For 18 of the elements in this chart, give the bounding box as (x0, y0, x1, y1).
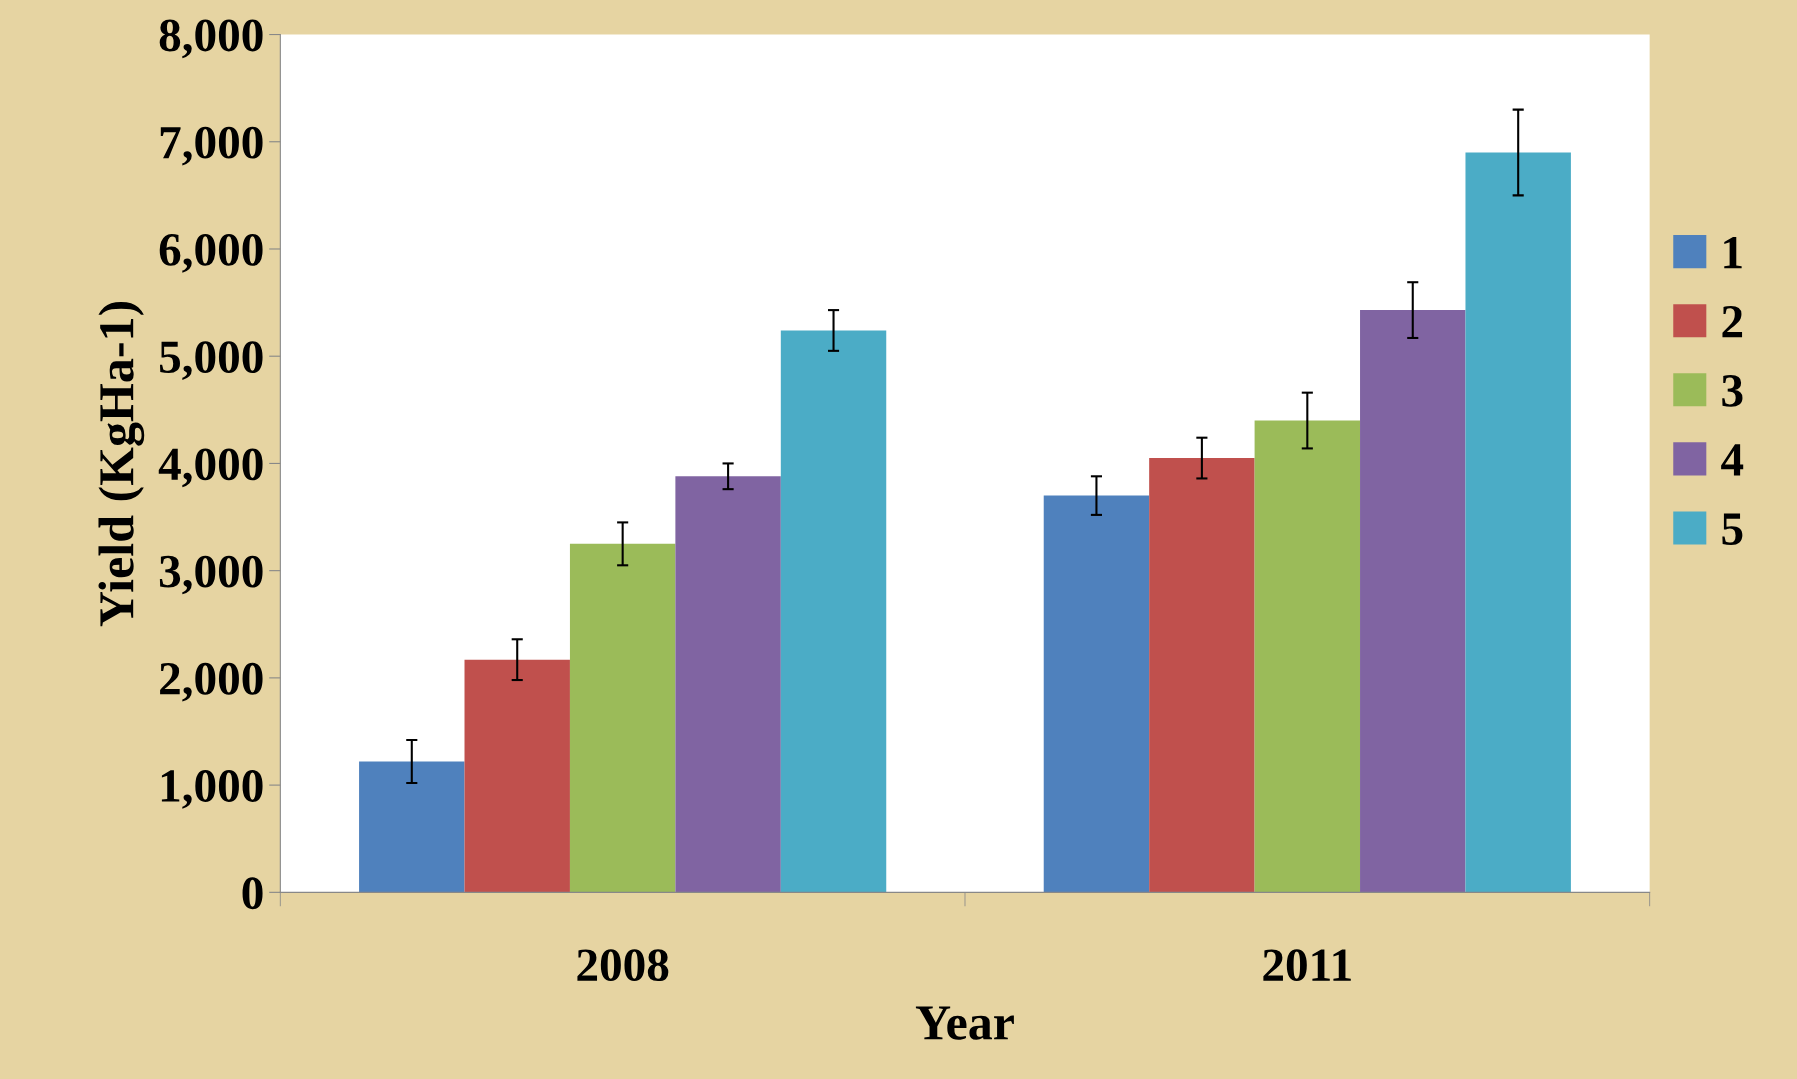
x-axis-title: Year (915, 1006, 1014, 1040)
y-tick-label: 1,000 (161, 770, 263, 809)
x-tick-label: 2008 (577, 949, 669, 982)
y-tick-label: 5,000 (160, 341, 263, 380)
legend-label: 4 (1721, 444, 1744, 476)
y-tick-label: 4,000 (158, 448, 263, 488)
legend-label: 3 (1722, 375, 1743, 407)
y-tick-label: 6,000 (159, 233, 263, 273)
y-tick-label: 7,000 (160, 126, 263, 166)
y-axis-title: Yield (KgHa-1) (98, 302, 145, 627)
y-tick-label: 0 (242, 877, 263, 910)
legend-label: 1 (1724, 236, 1742, 269)
y-tick-label: 8,000 (159, 19, 263, 59)
x-tick-label: 2011 (1263, 949, 1351, 982)
y-tick-label: 3,000 (159, 555, 263, 595)
legend-label: 2 (1722, 305, 1743, 338)
legend-label: 5 (1722, 513, 1743, 545)
y-tick-label: 2,000 (160, 662, 263, 702)
